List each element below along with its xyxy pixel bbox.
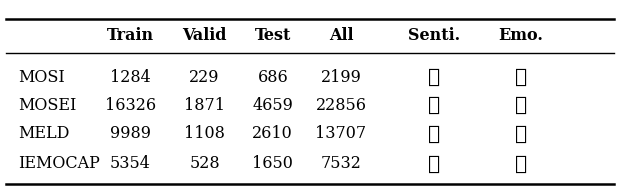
Text: ✗: ✗: [428, 154, 440, 174]
Text: 9989: 9989: [110, 125, 151, 142]
Text: 1871: 1871: [184, 97, 225, 114]
Text: 7532: 7532: [321, 155, 361, 172]
Text: 686: 686: [257, 69, 288, 86]
Text: 1284: 1284: [110, 69, 151, 86]
Text: ✓: ✓: [428, 95, 440, 115]
Text: 1650: 1650: [252, 155, 293, 172]
Text: MOSI: MOSI: [19, 69, 65, 86]
Text: 16326: 16326: [105, 97, 156, 114]
Text: ✓: ✓: [515, 95, 527, 115]
Text: 2610: 2610: [252, 125, 293, 142]
Text: All: All: [329, 27, 353, 44]
Text: MOSEI: MOSEI: [19, 97, 77, 114]
Text: MELD: MELD: [19, 125, 70, 142]
Text: ✓: ✓: [515, 124, 527, 143]
Text: ✓: ✓: [428, 67, 440, 87]
Text: Valid: Valid: [182, 27, 227, 44]
Text: 13707: 13707: [316, 125, 366, 142]
Text: 528: 528: [189, 155, 220, 172]
Text: 2199: 2199: [321, 69, 361, 86]
Text: 1108: 1108: [184, 125, 225, 142]
Text: ✗: ✗: [515, 67, 527, 87]
Text: 5354: 5354: [110, 155, 151, 172]
Text: 22856: 22856: [316, 97, 366, 114]
Text: Train: Train: [107, 27, 154, 44]
Text: 4659: 4659: [252, 97, 293, 114]
Text: Test: Test: [255, 27, 291, 44]
Text: IEMOCAP: IEMOCAP: [19, 155, 100, 172]
Text: ✗: ✗: [428, 124, 440, 143]
Text: ✓: ✓: [515, 154, 527, 174]
Text: Senti.: Senti.: [408, 27, 460, 44]
Text: 229: 229: [189, 69, 220, 86]
Text: Emo.: Emo.: [498, 27, 543, 44]
